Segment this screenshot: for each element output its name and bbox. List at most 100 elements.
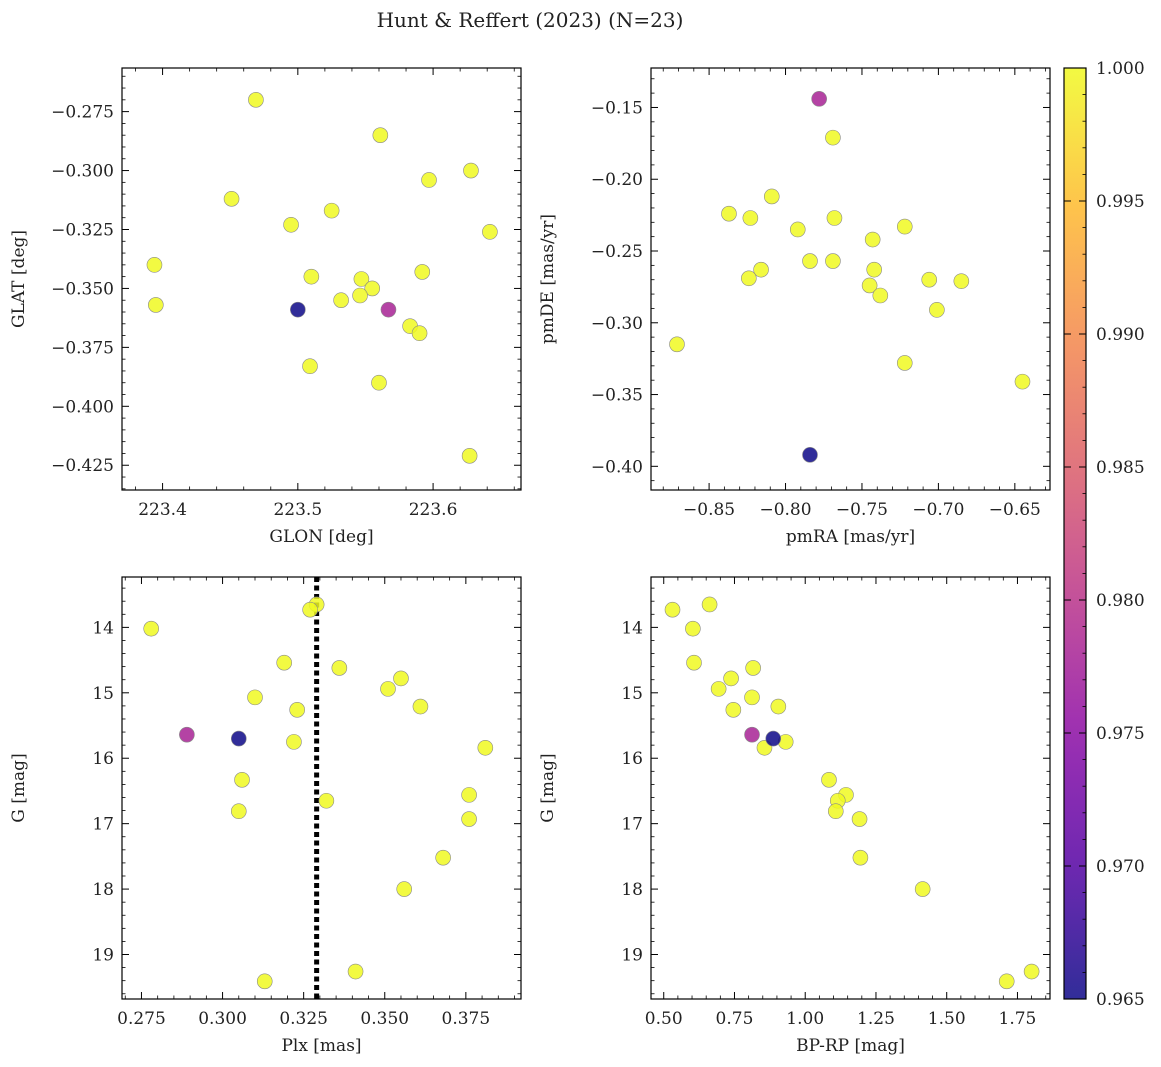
y-axis-label: G [mag] (538, 753, 558, 822)
data-point (372, 127, 389, 143)
colorbar-tick-label: 0.965 (1096, 990, 1145, 1010)
y-tick-label: −0.40 (591, 457, 643, 477)
data-point (851, 811, 868, 827)
data-point (861, 277, 878, 294)
panel-bprp-g: 0.50 0.75 1.00 1.25 1.50 1.75 14 15 16 17 18 19 BP-R… (538, 576, 1051, 1056)
panel-glon-glat-plot-area (146, 92, 498, 464)
figure-title: Hunt & Reffert (2023) (N=23) (377, 8, 684, 32)
data-point (303, 268, 320, 285)
x-tick-label: −0.75 (836, 500, 888, 520)
data-point (290, 301, 306, 318)
x-tick-label: 0.375 (442, 1009, 491, 1029)
data-point (921, 271, 938, 288)
data-point (745, 660, 761, 676)
data-point (412, 698, 429, 715)
data-point (286, 734, 302, 750)
x-tick-label: −0.80 (759, 500, 811, 520)
x-tick-label: 0.50 (645, 1009, 683, 1029)
data-point (825, 253, 841, 269)
colorbar-tick-label: 0.980 (1096, 591, 1145, 611)
data-point (741, 270, 757, 287)
colorbar-tick-label: 0.970 (1096, 857, 1145, 877)
data-point (721, 205, 737, 222)
data-point (826, 210, 843, 226)
data-point (230, 730, 247, 747)
data-point (802, 447, 818, 463)
x-tick-label: 1.25 (857, 1009, 895, 1029)
x-tick-label: 1.50 (928, 1009, 966, 1029)
y-tick-label: 17 (92, 815, 114, 835)
data-point (435, 849, 451, 866)
data-point (710, 681, 727, 697)
data-point (852, 849, 869, 866)
data-point (148, 297, 164, 313)
data-point (248, 92, 264, 108)
data-point (482, 224, 498, 240)
x-tick-label: −0.65 (989, 500, 1041, 520)
data-point (411, 325, 428, 342)
data-point (953, 273, 970, 289)
data-point (256, 973, 273, 990)
y-tick-label: −0.20 (591, 170, 643, 190)
y-tick-label: −0.30 (591, 314, 643, 334)
data-point (789, 221, 806, 238)
data-point (763, 188, 780, 205)
y-tick-label: 14 (92, 618, 114, 638)
data-point (686, 654, 702, 671)
x-tick-label: 0.325 (279, 1009, 328, 1029)
data-point (421, 172, 437, 188)
panel-bprp-g-frame (650, 576, 1051, 1000)
data-point (234, 772, 250, 788)
y-tick-label: −0.35 (591, 386, 643, 406)
y-tick-label: −0.425 (51, 456, 114, 476)
y-tick-label: 19 (92, 946, 114, 966)
data-point (701, 596, 718, 613)
data-point (770, 698, 787, 715)
data-point (331, 660, 348, 676)
data-point (742, 210, 759, 226)
data-point (802, 253, 818, 269)
data-point (283, 216, 299, 233)
data-point (347, 963, 364, 980)
data-point (380, 681, 396, 697)
y-tick-label: −0.350 (51, 279, 114, 299)
data-point (872, 287, 889, 304)
data-point (223, 191, 240, 207)
y-tick-label: 15 (621, 684, 643, 704)
data-point (825, 129, 841, 146)
y-tick-label: −0.25 (591, 242, 643, 262)
x-axis-label: BP-RP [mag] (796, 1036, 905, 1056)
x-axis-label: pmRA [mas/yr] (786, 527, 915, 547)
data-point (302, 601, 318, 618)
data-point (998, 973, 1015, 990)
data-point (477, 739, 494, 756)
panel-glon-glat-frame (121, 67, 522, 491)
x-tick-label: 0.300 (198, 1009, 247, 1029)
data-point (723, 670, 739, 687)
data-point (353, 271, 370, 287)
panel-plx-g: 0.275 0.300 0.325 0.350 0.375 14 15 16 17 18 19 Plx… (9, 576, 522, 1056)
data-point (393, 670, 409, 687)
data-point (896, 218, 913, 235)
colorbar-tick-label: 0.985 (1096, 458, 1145, 478)
data-point (744, 726, 760, 743)
data-point (302, 358, 318, 375)
colorbar-tick-label: 0.995 (1096, 192, 1145, 212)
data-point (179, 726, 195, 743)
x-axis-label: Plx [mas] (281, 1036, 361, 1056)
data-point (318, 792, 335, 809)
data-point (414, 264, 431, 280)
data-point (333, 292, 349, 309)
y-tick-label: 16 (92, 749, 114, 769)
data-point (380, 301, 397, 318)
y-tick-label: 16 (621, 749, 643, 769)
y-tick-label: 18 (92, 880, 114, 900)
data-point (1023, 963, 1040, 980)
y-tick-label: 14 (621, 618, 643, 638)
data-point (929, 302, 945, 318)
x-tick-label: −0.70 (912, 500, 964, 520)
colorbar-tick-label: 1.000 (1096, 59, 1145, 79)
data-point (289, 702, 305, 718)
panel-plx-g-frame (121, 576, 522, 1000)
